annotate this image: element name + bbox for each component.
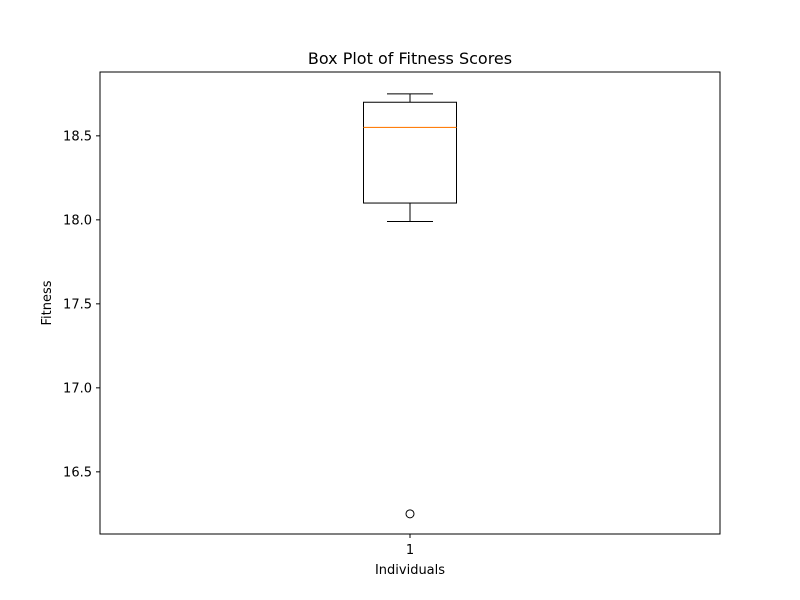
x-tick-label: 1 — [406, 543, 414, 558]
y-axis-label: Fitness — [40, 280, 55, 325]
box-iqr — [363, 101, 457, 204]
y-tick-label: 17.5 — [63, 297, 92, 312]
x-axis-label: Individuals — [375, 563, 445, 578]
y-tick-label: 18.0 — [63, 213, 92, 228]
y-tick-label: 17.0 — [63, 381, 92, 396]
chart-title: Box Plot of Fitness Scores — [308, 49, 512, 68]
outlier-point — [405, 509, 415, 519]
y-tick-label: 18.5 — [63, 129, 92, 144]
axes-frame — [99, 71, 721, 535]
y-tick-label: 16.5 — [63, 465, 92, 480]
plot-area — [363, 93, 457, 519]
x-axis: 1 — [406, 534, 414, 558]
y-axis: 16.5 17.0 17.5 18.0 18.5 — [63, 129, 100, 480]
